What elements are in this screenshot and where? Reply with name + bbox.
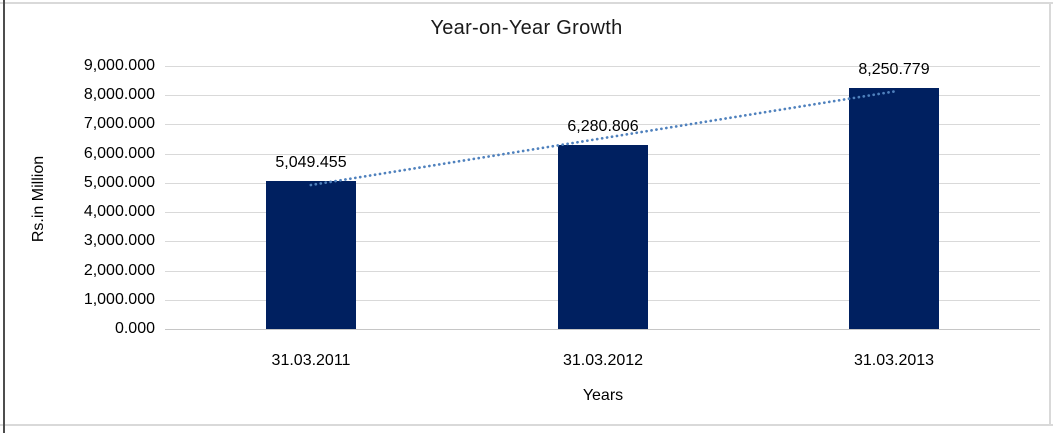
- y-tick-label: 6,000.000: [83, 145, 155, 162]
- bar-data-label: 5,049.455: [275, 154, 347, 171]
- y-tick-label: 1,000.000: [83, 291, 155, 308]
- x-tick-label: 31.03.2013: [853, 352, 935, 369]
- bar: [849, 88, 939, 329]
- y-tick-label: 4,000.000: [83, 203, 155, 220]
- bar-data-label: 6,280.806: [567, 118, 639, 135]
- x-tick-label: 31.03.2012: [562, 352, 644, 369]
- y-tick-label: 8,000.000: [83, 86, 155, 103]
- frame-border-top: [0, 2, 1053, 4]
- y-tick-label: 3,000.000: [83, 232, 155, 249]
- y-tick-label: 7,000.000: [83, 115, 155, 132]
- bar: [266, 181, 356, 329]
- y-tick-label: 2,000.000: [83, 262, 155, 279]
- frame-border-left: [3, 0, 5, 433]
- chart-title: Year-on-Year Growth: [430, 17, 623, 39]
- gridline: [165, 66, 1040, 67]
- y-tick-label: 5,000.000: [83, 174, 155, 191]
- y-tick-label: 0.000: [114, 320, 155, 337]
- frame-border-right: [1049, 2, 1051, 426]
- x-axis-line: [165, 329, 1040, 330]
- y-tick-label: 9,000.000: [83, 57, 155, 74]
- x-tick-label: 31.03.2011: [271, 352, 351, 369]
- frame-border-bottom: [0, 424, 1053, 426]
- bar: [558, 145, 648, 329]
- bar-data-label: 8,250.779: [858, 61, 930, 78]
- y-axis-title: Rs.in Million: [30, 155, 47, 243]
- x-axis-title: Years: [582, 387, 624, 404]
